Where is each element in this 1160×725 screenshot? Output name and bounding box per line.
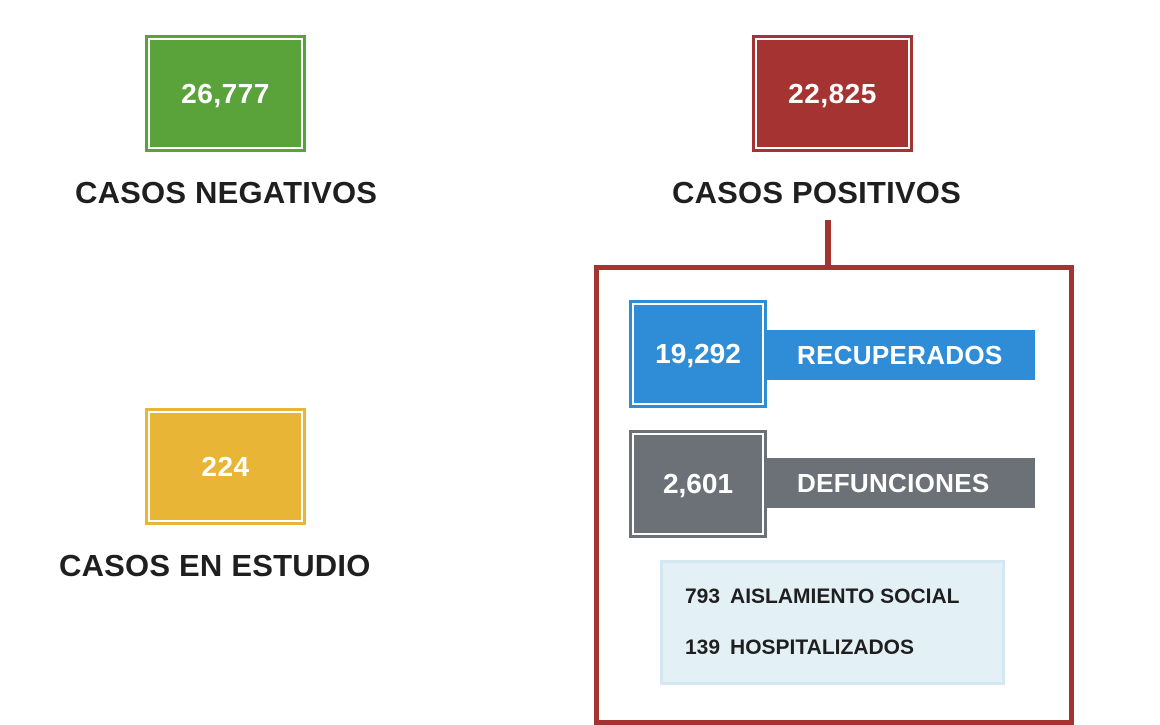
recovered-bar: RECUPERADOS — [765, 330, 1035, 380]
positive-cases-value: 22,825 — [788, 77, 877, 109]
deaths-value-box: 2,601 — [629, 430, 767, 538]
hospitalized-count: 139 — [685, 636, 721, 659]
active-cases-detail-box: 793 AISLAMIENTO SOCIAL 139 HOSPITALIZADOS — [660, 560, 1005, 685]
negative-cases-box: 26,777 — [145, 35, 306, 152]
recovered-label: RECUPERADOS — [797, 339, 1003, 370]
negative-cases-value: 26,777 — [181, 77, 270, 109]
social-isolation-count: 793 — [685, 585, 721, 608]
study-cases-value: 224 — [201, 450, 250, 482]
social-isolation-label: AISLAMIENTO SOCIAL — [730, 585, 960, 608]
positive-cases-label: CASOS POSITIVOS — [672, 175, 961, 210]
deaths-bar: DEFUNCIONES — [765, 458, 1035, 508]
hospitalized-label: HOSPITALIZADOS — [730, 636, 914, 659]
hospitalized-line: 139 HOSPITALIZADOS — [685, 636, 914, 660]
recovered-value: 19,292 — [655, 338, 741, 369]
recovered-value-box: 19,292 — [629, 300, 767, 408]
deaths-label: DEFUNCIONES — [797, 467, 990, 498]
positive-cases-connector — [825, 220, 831, 268]
study-cases-box: 224 — [145, 408, 306, 525]
negative-cases-label: CASOS NEGATIVOS — [75, 175, 378, 210]
deaths-value: 2,601 — [662, 468, 734, 499]
social-isolation-line: 793 AISLAMIENTO SOCIAL — [685, 585, 960, 609]
positive-cases-box: 22,825 — [752, 35, 913, 152]
study-cases-label: CASOS EN ESTUDIO — [59, 548, 371, 583]
